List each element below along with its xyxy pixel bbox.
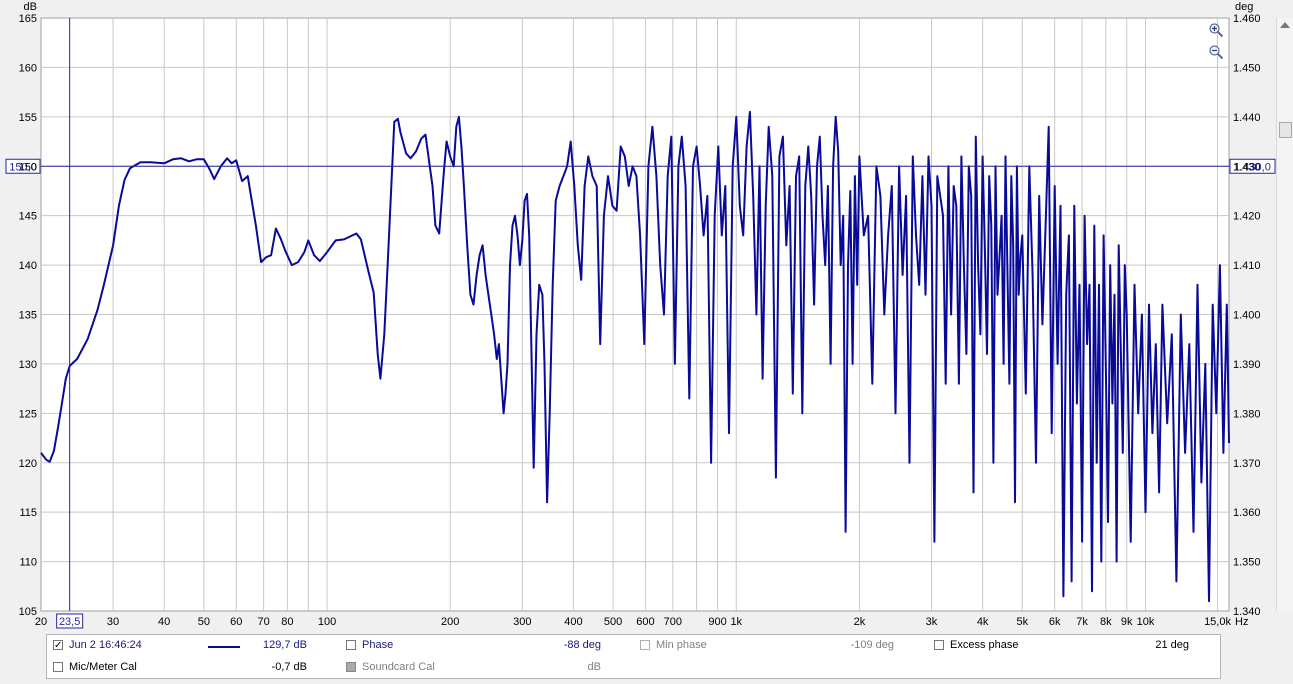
scroll-thumb[interactable] (1279, 122, 1292, 138)
y2-tick-label: 1.450 (1233, 62, 1261, 74)
x-tick-label: 4k (977, 616, 989, 628)
measurement-visible-checkbox[interactable]: ✓ (53, 640, 63, 651)
legend-panel: ✓ Jun 2 16:46:24 129,7 dB Phase -88 deg … (46, 634, 1221, 679)
x-tick-label: 2k (854, 616, 866, 628)
soundcard-cal-checkbox[interactable] (346, 662, 356, 672)
min-phase-checkbox[interactable] (640, 640, 650, 650)
y2-tick-label: 1.390 (1233, 359, 1261, 371)
x-tick-label: 9k (1121, 616, 1133, 628)
y2-tick-label: 1.360 (1233, 507, 1261, 519)
x-tick-label: 40 (158, 616, 170, 628)
x-axis-unit: Hz (1235, 616, 1248, 628)
zoom-in-icon[interactable] (1208, 22, 1224, 38)
x-tick-label: 400 (564, 616, 582, 628)
y-tick-label: 125 (19, 408, 37, 420)
y-tick-label: 155 (19, 112, 37, 124)
y-tick-label: 140 (19, 260, 37, 272)
y2-tick-label: 1.400 (1233, 310, 1261, 322)
zoom-out-icon[interactable] (1208, 44, 1224, 60)
x-tick-label: 700 (664, 616, 682, 628)
x-tick-label: 900 (708, 616, 726, 628)
mic-cal-checkbox[interactable] (53, 662, 63, 672)
x-tick-label: 15,0k (1204, 616, 1231, 628)
soundcard-cal-label: Soundcard Cal (362, 661, 435, 673)
x-tick-label: 10k (1137, 616, 1155, 628)
y-tick-label: 165 (19, 13, 37, 25)
cursor-y2-readout: 1.430,0 (1234, 161, 1271, 173)
cursor-x-readout: 23,5 (59, 616, 80, 628)
x-tick-label: 80 (281, 616, 293, 628)
y2-tick-label: 1.370 (1233, 458, 1261, 470)
x-tick-label: 100 (318, 616, 336, 628)
trace-color-swatch (208, 646, 240, 648)
mic-cal-value: -0,7 dB (271, 661, 307, 673)
legend-row-measurement: ✓ Jun 2 16:46:24 129,7 dB Phase -88 deg … (47, 637, 1220, 657)
x-tick-label: 50 (198, 616, 210, 628)
x-tick-label: 20 (35, 616, 47, 628)
legend-row-calibration: Mic/Meter Cal -0,7 dB Soundcard Cal dB (47, 659, 1220, 679)
y2-tick-label: 1.420 (1233, 211, 1261, 223)
left-axis-unit: dB (24, 1, 37, 13)
excess-phase-checkbox[interactable] (934, 640, 944, 650)
cursor-y-readout: 150,0 (9, 161, 37, 173)
x-tick-label: 300 (513, 616, 531, 628)
x-tick-label: 8k (1100, 616, 1112, 628)
phase-label: Phase (362, 639, 394, 651)
y-tick-label: 135 (19, 310, 37, 322)
y2-tick-label: 1.410 (1233, 260, 1261, 272)
y-tick-label: 145 (19, 211, 37, 223)
x-tick-label: 70 (258, 616, 270, 628)
x-tick-label: 3k (926, 616, 938, 628)
y2-tick-label: 1.380 (1233, 408, 1261, 420)
cursor-x-box (56, 613, 84, 629)
frequency-response-chart[interactable]: 150,0 1.430,0 23,5 105 1.340 110 1.350 115 1.36… (0, 0, 1293, 634)
x-tick-label: 60 (230, 616, 242, 628)
y-tick-label: 160 (19, 62, 37, 74)
x-tick-label: 600 (636, 616, 654, 628)
mic-cal-label: Mic/Meter Cal (69, 661, 137, 673)
series-line (40, 110, 1230, 603)
y2-tick-label: 1.460 (1233, 13, 1261, 25)
right-axis-unit: deg (1235, 1, 1253, 13)
y-tick-label: 105 (19, 606, 37, 618)
x-tick-label: 200 (441, 616, 459, 628)
min-phase-label: Min phase (656, 639, 707, 651)
x-tick-label: 7k (1076, 616, 1088, 628)
y2-tick-label: 1.430 (1233, 161, 1261, 173)
x-tick-label: 5k (1016, 616, 1028, 628)
vertical-scrollbar[interactable] (1276, 18, 1293, 611)
y-tick-label: 110 (19, 557, 37, 569)
x-tick-label: 6k (1049, 616, 1061, 628)
y-tick-label: 130 (19, 359, 37, 371)
phase-value: -88 deg (563, 639, 601, 651)
x-tick-label: 500 (604, 616, 622, 628)
x-tick-label: 1k (730, 616, 742, 628)
excess-phase-value: 21 deg (1155, 639, 1189, 651)
y-tick-label: 150 (19, 161, 37, 173)
cursor-y-box (5, 158, 41, 174)
y-tick-label: 120 (19, 458, 37, 470)
measurement-value: 129,7 dB (262, 639, 307, 651)
scroll-up-arrow-icon[interactable] (1280, 22, 1290, 28)
y2-tick-label: 1.440 (1233, 112, 1261, 124)
cursor-y2-box (1229, 158, 1276, 174)
excess-phase-label: Excess phase (950, 639, 1019, 651)
y2-tick-label: 1.350 (1233, 557, 1261, 569)
measurement-name: Jun 2 16:46:24 (69, 639, 142, 651)
y2-tick-label: 1.340 (1233, 606, 1261, 618)
min-phase-value: -109 deg (850, 639, 894, 651)
soundcard-cal-unit: dB (587, 661, 601, 673)
phase-checkbox[interactable] (346, 640, 356, 650)
x-tick-label: 30 (107, 616, 119, 628)
y-tick-label: 115 (19, 507, 37, 519)
